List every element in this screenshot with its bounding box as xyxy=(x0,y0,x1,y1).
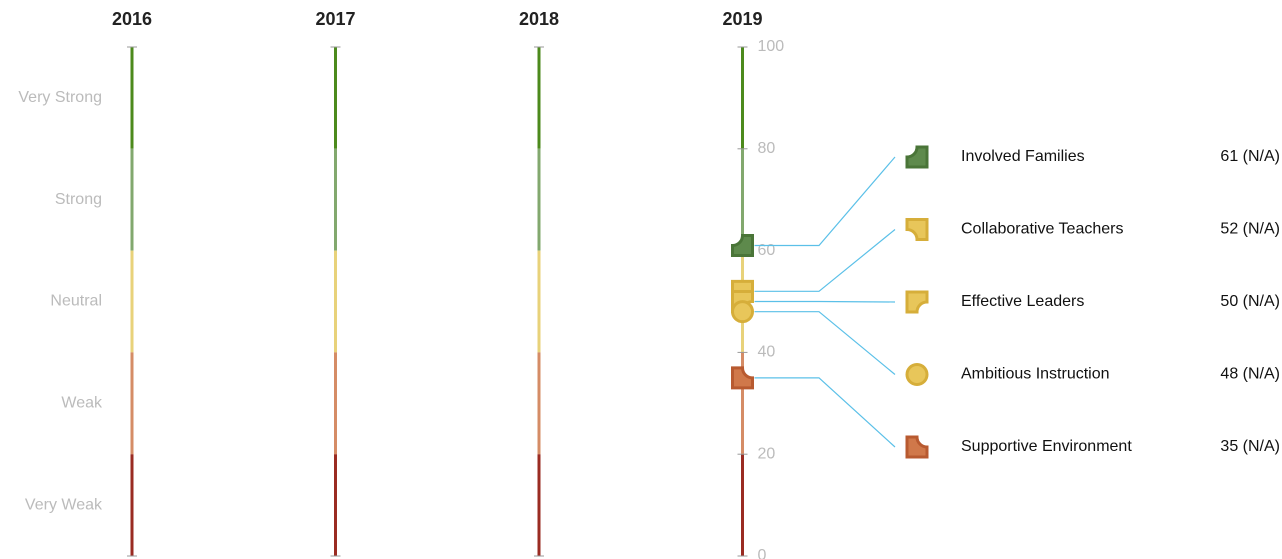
band-label: Strong xyxy=(55,191,102,208)
legend-value: 50 (N/A) xyxy=(1220,293,1280,310)
y-tick-label: 60 xyxy=(758,242,776,259)
legend-label: Collaborative Teachers xyxy=(961,221,1123,238)
band-label: Neutral xyxy=(50,293,102,310)
marker xyxy=(731,234,754,258)
marker xyxy=(731,366,754,390)
legend-icon xyxy=(905,435,929,459)
marker xyxy=(731,300,754,324)
connector xyxy=(754,229,896,292)
legend-value: 48 (N/A) xyxy=(1220,366,1280,383)
y-tick-label: 40 xyxy=(758,344,776,361)
legend-value: 35 (N/A) xyxy=(1220,438,1280,455)
band-label: Very Strong xyxy=(18,89,102,106)
legend-label: Supportive Environment xyxy=(961,438,1132,455)
legend-icon xyxy=(905,363,929,386)
legend-icon xyxy=(905,218,929,241)
legend-value: 61 (N/A) xyxy=(1220,148,1280,165)
year-label: 2017 xyxy=(315,9,355,29)
band-label: Weak xyxy=(61,395,103,412)
connector xyxy=(754,156,896,247)
y-tick-label: 80 xyxy=(758,140,776,157)
legend-label: Ambitious Instruction xyxy=(961,366,1110,383)
legend-label: Involved Families xyxy=(961,148,1085,165)
legend-label: Effective Leaders xyxy=(961,293,1084,310)
connector xyxy=(754,300,896,303)
legend-icon xyxy=(905,145,929,169)
legend-value: 52 (N/A) xyxy=(1220,221,1280,238)
year-label: 2019 xyxy=(722,9,762,29)
y-tick-label: 100 xyxy=(758,38,785,55)
connector xyxy=(754,377,896,448)
legend-icon xyxy=(905,290,929,314)
year-label: 2018 xyxy=(519,9,559,29)
y-tick-label: 20 xyxy=(758,445,776,462)
band-label: Very Weak xyxy=(25,496,103,513)
year-label: 2016 xyxy=(112,9,152,29)
y-tick-label: 0 xyxy=(758,547,767,559)
connector xyxy=(754,311,896,375)
